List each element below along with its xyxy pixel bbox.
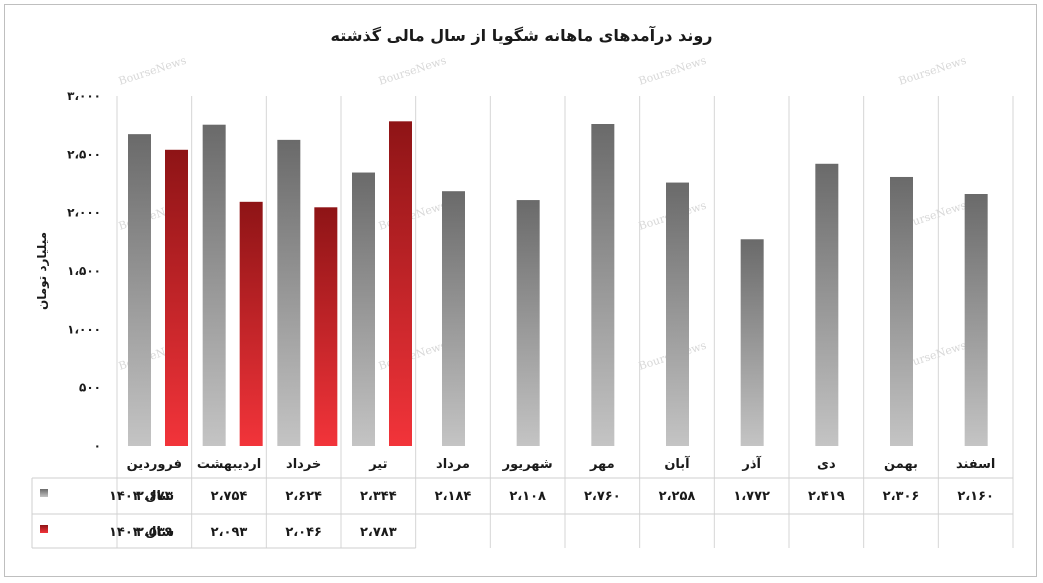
watermark-text: BourseNews <box>377 54 448 88</box>
x-tick-label: خرداد <box>286 457 321 472</box>
bar-1403 <box>165 149 188 447</box>
bar-1402 <box>815 163 839 447</box>
y-tick-label: ۳،۰۰۰ <box>67 89 101 103</box>
data-label-1402: ۲،۶۲۴ <box>285 489 322 504</box>
watermark-text: BourseNews <box>377 199 448 233</box>
legend-label: سال ۱۴۰۳ <box>109 525 174 540</box>
data-label-1402: ۲،۳۴۴ <box>360 489 397 504</box>
data-label-1402: ۲،۶۷۳ <box>136 489 173 504</box>
y-tick-label: ۲،۰۰۰ <box>67 206 101 220</box>
bar-1403 <box>389 121 412 447</box>
data-label-1402: ۲،۱۰۸ <box>509 489 546 504</box>
bar-1403 <box>314 207 338 446</box>
watermark-text: BourseNews <box>377 339 448 373</box>
bar-1402 <box>277 139 301 446</box>
x-tick-label: اردیبهشت <box>197 457 261 472</box>
data-label-1402: ۲،۱۸۴ <box>435 489 472 504</box>
chart-title: روند درآمدهای ماهانه شگویا از سال مالی گ… <box>330 26 713 45</box>
y-tick-label: ۱،۵۰۰ <box>67 264 101 278</box>
bar-1402 <box>591 124 615 446</box>
bar-1402 <box>202 124 226 446</box>
y-tick-label: ۵۰۰ <box>79 381 101 395</box>
data-label-1402: ۲،۱۶۰ <box>957 489 994 504</box>
y-tick-label: ۰ <box>94 439 101 453</box>
bar-1402 <box>352 172 375 447</box>
x-tick-label: فروردین <box>127 457 182 472</box>
bar-1402 <box>128 134 151 446</box>
data-label-1402: ۲،۲۵۸ <box>659 489 696 504</box>
bar-1402 <box>740 239 764 446</box>
x-tick-label: آبان <box>664 455 690 472</box>
data-label-1402: ۲،۷۶۰ <box>584 489 621 504</box>
x-tick-label: آذر <box>741 455 761 472</box>
watermark-text: BourseNews <box>637 54 708 88</box>
legend-swatch <box>40 525 48 533</box>
data-label-1402: ۱،۷۷۲ <box>733 489 770 504</box>
bar-1402 <box>964 194 988 446</box>
watermark-text: BourseNews <box>897 54 968 88</box>
x-tick-label: بهمن <box>884 457 918 472</box>
legend-swatch <box>40 489 48 497</box>
bar-1402 <box>666 182 689 447</box>
data-label-1402: ۲،۴۱۹ <box>808 489 845 504</box>
y-axis-label: میلیارد تومان <box>35 232 50 310</box>
watermark-text: BourseNews <box>117 54 188 88</box>
bar-1402 <box>890 176 913 446</box>
legend-label: سال ۱۴۰۲ <box>109 489 174 504</box>
bar-1402 <box>442 191 465 446</box>
data-label-1403: ۲،۵۳۹ <box>136 525 173 540</box>
x-tick-label: تیر <box>368 457 387 472</box>
x-tick-label: مهر <box>589 457 615 472</box>
data-label-1402: ۲،۳۰۶ <box>883 489 920 504</box>
bar-1403 <box>239 201 263 446</box>
data-label-1403: ۲،۷۸۳ <box>360 525 397 540</box>
x-tick-label: دی <box>817 457 836 472</box>
x-tick-label: مرداد <box>436 457 470 472</box>
x-tick-label: اسفند <box>956 457 995 472</box>
y-tick-label: ۱،۰۰۰ <box>67 322 101 336</box>
data-label-1403: ۲،۰۴۶ <box>285 525 322 540</box>
data-label-1402: ۲،۷۵۴ <box>211 489 248 504</box>
x-tick-label: شهریور <box>502 457 553 472</box>
bar-1402 <box>516 200 540 446</box>
y-tick-label: ۲،۵۰۰ <box>67 147 101 161</box>
data-label-1403: ۲،۰۹۳ <box>211 525 248 540</box>
